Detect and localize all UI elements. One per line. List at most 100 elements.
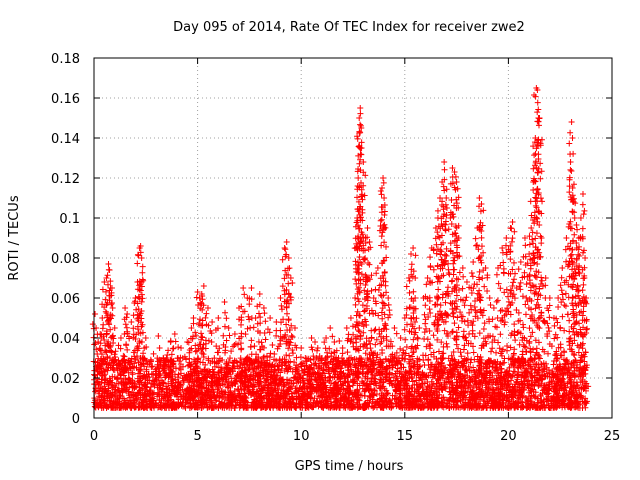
data-point (152, 366, 159, 373)
data-point (153, 365, 160, 372)
data-point (368, 375, 375, 382)
data-point (334, 384, 341, 391)
data-point (501, 394, 508, 401)
data-point (300, 394, 307, 401)
data-point (572, 357, 579, 364)
data-point (163, 389, 170, 396)
data-point (349, 401, 356, 408)
data-point (98, 394, 105, 401)
data-point (255, 383, 262, 390)
data-point (217, 403, 224, 410)
data-point (470, 383, 477, 390)
data-point (435, 382, 442, 389)
data-point (155, 374, 162, 381)
data-point (382, 356, 389, 363)
data-point (512, 337, 519, 344)
data-point (289, 347, 296, 354)
data-point (545, 393, 552, 400)
data-point (464, 350, 471, 357)
data-point (164, 386, 171, 393)
data-point (545, 350, 552, 357)
data-point (467, 403, 474, 410)
data-point (159, 379, 166, 386)
data-point (156, 344, 163, 351)
data-point (328, 401, 335, 408)
data-point (185, 362, 192, 369)
data-point (198, 383, 205, 390)
data-point (199, 401, 206, 408)
data-point (290, 396, 297, 403)
data-point (229, 392, 236, 399)
data-point (572, 358, 579, 365)
data-point (459, 362, 466, 369)
data-point (275, 367, 282, 374)
data-point (392, 386, 399, 393)
data-point (247, 392, 254, 399)
data-point (435, 348, 442, 355)
data-point (221, 380, 228, 387)
data-point (414, 365, 421, 372)
data-point (177, 393, 184, 400)
data-point (560, 397, 567, 404)
data-point (535, 399, 542, 406)
data-point (365, 403, 372, 410)
data-point (262, 370, 269, 377)
data-point (119, 358, 126, 365)
data-point (360, 379, 367, 386)
data-point (323, 403, 330, 410)
data-point (131, 404, 138, 411)
data-point (293, 395, 300, 402)
chart-title: Day 095 of 2014, Rate Of TEC Index for r… (173, 20, 525, 35)
data-point (312, 338, 319, 345)
data-point (553, 365, 560, 372)
data-point (341, 372, 348, 379)
data-point (239, 368, 246, 375)
data-point (295, 370, 302, 377)
data-point (372, 372, 379, 379)
data-point (307, 357, 314, 364)
data-point (170, 377, 177, 384)
data-point (552, 388, 559, 395)
data-point (161, 404, 168, 411)
data-point (240, 369, 247, 376)
data-point (276, 395, 283, 402)
data-point (461, 381, 468, 388)
data-point (155, 332, 162, 339)
data-point (142, 382, 149, 389)
data-point (111, 382, 118, 389)
data-point (227, 400, 234, 407)
data-point (563, 356, 570, 363)
data-point (530, 392, 537, 399)
data-point (157, 382, 164, 389)
data-point (424, 399, 431, 406)
data-point (163, 370, 170, 377)
data-point (482, 402, 489, 409)
data-point (537, 398, 544, 405)
data-point (340, 369, 347, 376)
data-point (288, 390, 295, 397)
data-point (409, 378, 416, 385)
data-point (467, 359, 474, 366)
data-point (369, 371, 376, 378)
data-point (354, 380, 361, 387)
data-point (472, 393, 479, 400)
data-point (527, 365, 534, 372)
data-point (291, 359, 298, 366)
data-point (581, 398, 588, 405)
data-point (522, 368, 529, 375)
data-point (165, 374, 172, 381)
data-point (336, 402, 343, 409)
data-point (476, 396, 483, 403)
data-point (493, 360, 500, 367)
data-point (506, 403, 513, 410)
data-point (117, 345, 124, 352)
data-point (180, 379, 187, 386)
data-point (117, 371, 124, 378)
data-point (217, 382, 224, 389)
data-point (557, 382, 564, 389)
data-point (211, 355, 218, 362)
data-point (553, 381, 560, 388)
data-point (486, 360, 493, 367)
data-point (346, 394, 353, 401)
